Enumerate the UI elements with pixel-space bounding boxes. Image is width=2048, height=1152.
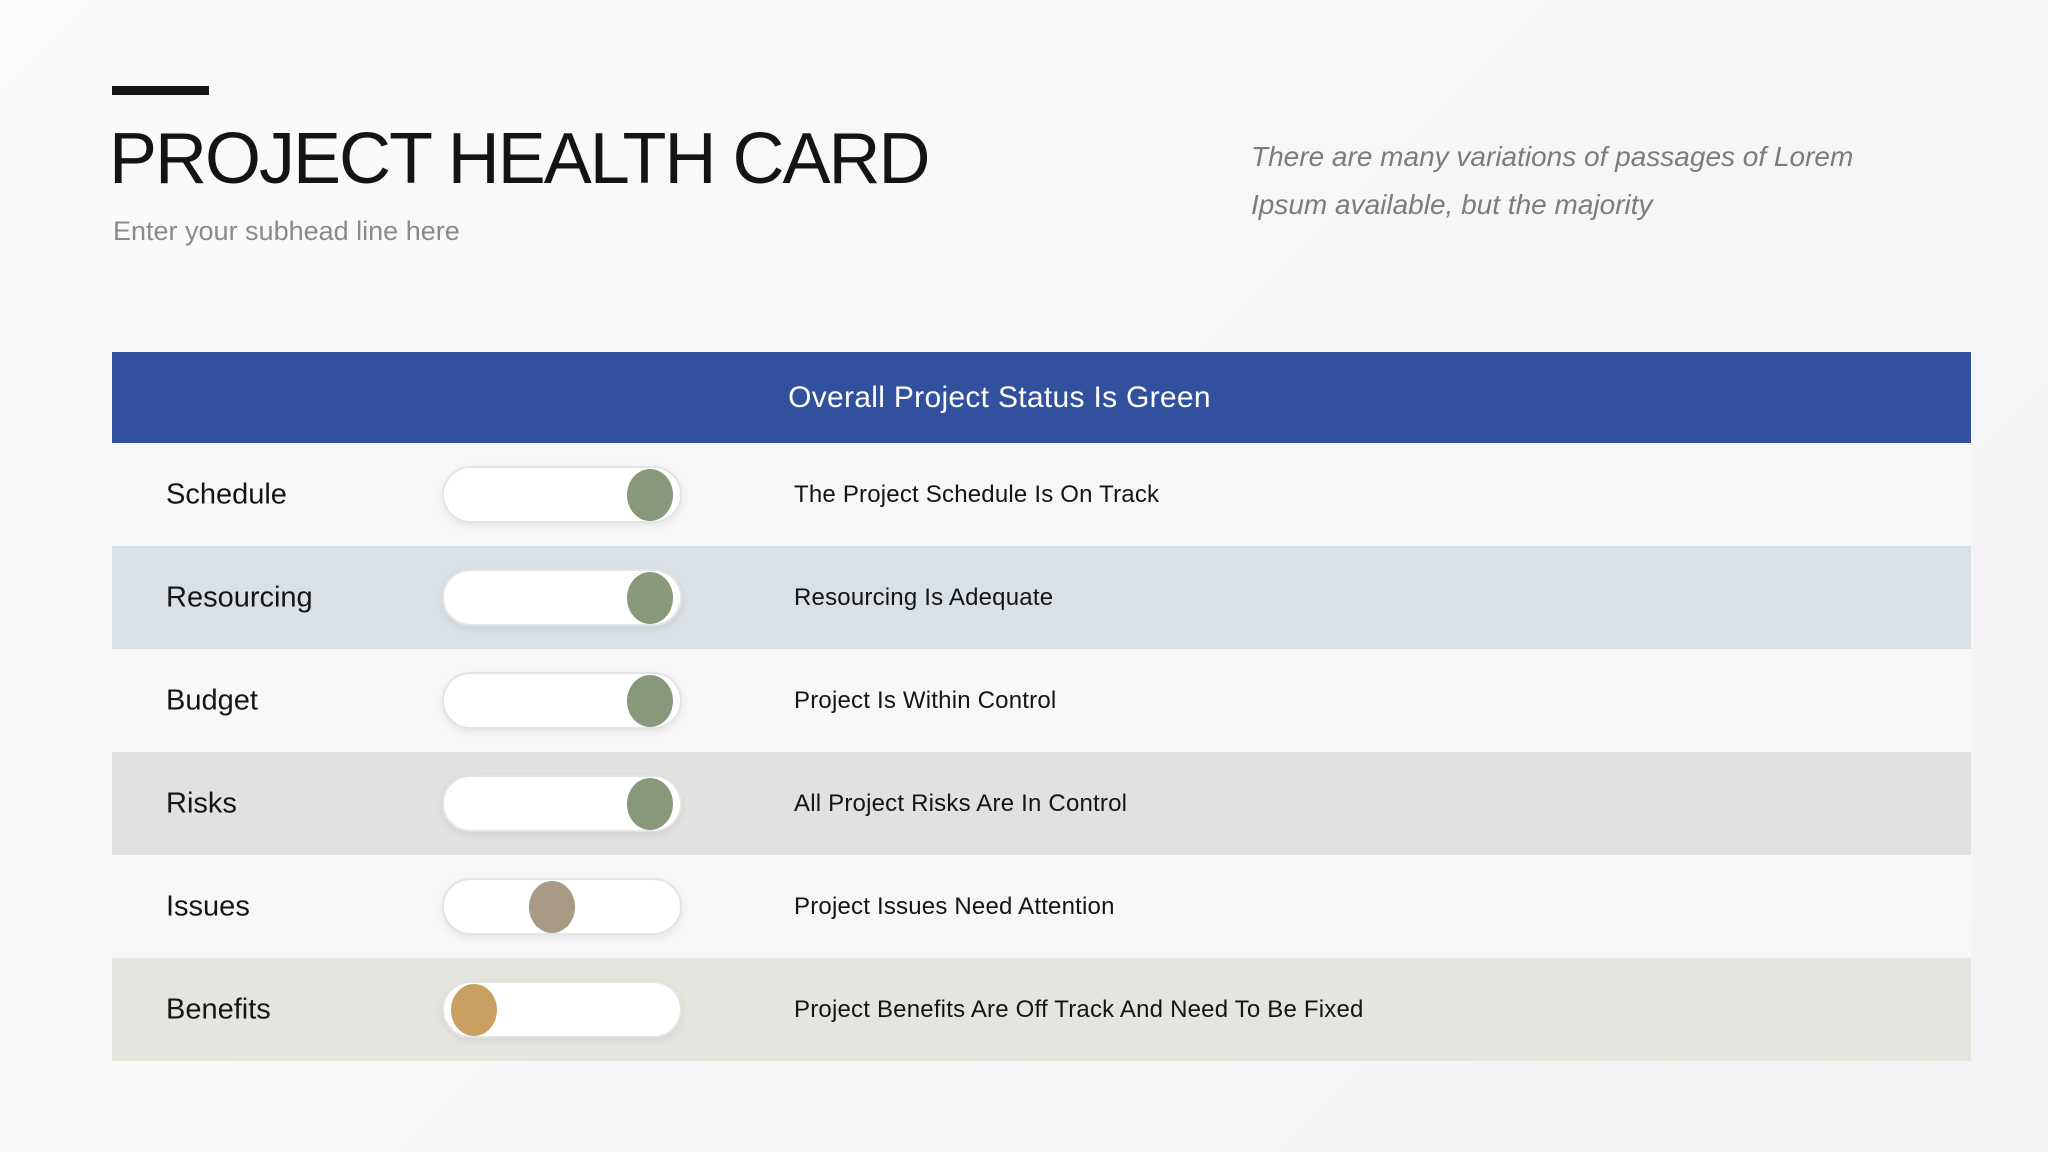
accent-dash xyxy=(112,86,209,95)
table-row-resourcing: Resourcing Resourcing Is Adequate xyxy=(112,546,1971,649)
page-title: PROJECT HEALTH CARD xyxy=(109,119,930,199)
row-label: Budget xyxy=(166,684,258,716)
health-table: Schedule The Project Schedule Is On Trac… xyxy=(112,443,1971,1061)
toggle-switch[interactable] xyxy=(442,981,682,1038)
row-label: Schedule xyxy=(166,478,287,510)
toggle-knob[interactable] xyxy=(451,983,497,1036)
table-row-issues: Issues Project Issues Need Attention xyxy=(112,855,1971,958)
lorem-note-line2: Ipsum available, but the majority xyxy=(1251,189,1653,220)
toggle-switch[interactable] xyxy=(442,569,682,626)
page-subtitle: Enter your subhead line here xyxy=(113,216,460,246)
status-banner: Overall Project Status Is Green xyxy=(112,352,1971,443)
toggle-knob[interactable] xyxy=(627,468,673,521)
toggle-knob[interactable] xyxy=(627,571,673,624)
status-text: All Project Risks Are In Control xyxy=(794,789,1128,817)
status-banner-title: Overall Project Status Is Green xyxy=(788,380,1211,414)
toggle-switch[interactable] xyxy=(442,672,682,729)
lorem-note-line1: There are many variations of passages of… xyxy=(1251,141,1854,172)
row-label: Benefits xyxy=(166,993,271,1025)
row-label: Risks xyxy=(166,787,237,819)
toggle-switch[interactable] xyxy=(442,878,682,935)
status-text: Project Is Within Control xyxy=(794,686,1057,714)
toggle-switch[interactable] xyxy=(442,775,682,832)
row-label: Issues xyxy=(166,890,250,922)
toggle-knob[interactable] xyxy=(528,880,575,933)
lorem-note: There are many variations of passages of… xyxy=(1251,133,1871,229)
toggle-switch[interactable] xyxy=(442,466,682,523)
row-label: Resourcing xyxy=(166,581,313,613)
table-row-schedule: Schedule The Project Schedule Is On Trac… xyxy=(112,443,1971,546)
status-text: Resourcing Is Adequate xyxy=(794,583,1054,611)
toggle-knob[interactable] xyxy=(627,777,673,830)
status-text: The Project Schedule Is On Track xyxy=(794,480,1160,508)
status-text: Project Issues Need Attention xyxy=(794,892,1115,920)
status-text: Project Benefits Are Off Track And Need … xyxy=(794,995,1364,1023)
toggle-knob[interactable] xyxy=(627,674,673,727)
table-row-risks: Risks All Project Risks Are In Control xyxy=(112,752,1971,855)
table-row-budget: Budget Project Is Within Control xyxy=(112,649,1971,752)
table-row-benefits: Benefits Project Benefits Are Off Track … xyxy=(112,958,1971,1061)
